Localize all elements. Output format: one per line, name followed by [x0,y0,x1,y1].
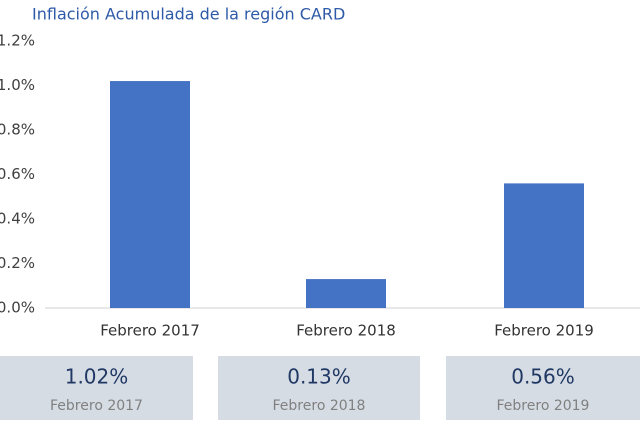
summary-label: Febrero 2017 [50,398,143,414]
y-tick-label: 0.0% [0,299,35,317]
chart-title: Inflación Acumulada de la región CARD [32,5,345,24]
summary-value: 0.56% [511,365,575,389]
summary-label: Febrero 2019 [497,398,590,414]
summary-card [218,356,420,420]
summary-card [0,356,193,420]
y-tick-label: 0.2% [0,254,35,272]
x-tick-label: Febrero 2018 [296,322,396,340]
y-tick-label: 1.0% [0,76,35,94]
summary-value: 0.13% [287,365,351,389]
y-tick-label: 0.8% [0,121,35,139]
bar [504,183,584,308]
bar [306,279,386,308]
bar [110,81,190,308]
y-tick-label: 0.4% [0,210,35,228]
summary-value: 1.02% [65,365,129,389]
x-tick-label: Febrero 2017 [100,322,200,340]
summary-card [446,356,640,420]
y-tick-label: 0.6% [0,165,35,183]
y-tick-label: 1.2% [0,32,35,50]
summary-label: Febrero 2018 [273,398,366,414]
x-tick-label: Febrero 2019 [494,322,594,340]
